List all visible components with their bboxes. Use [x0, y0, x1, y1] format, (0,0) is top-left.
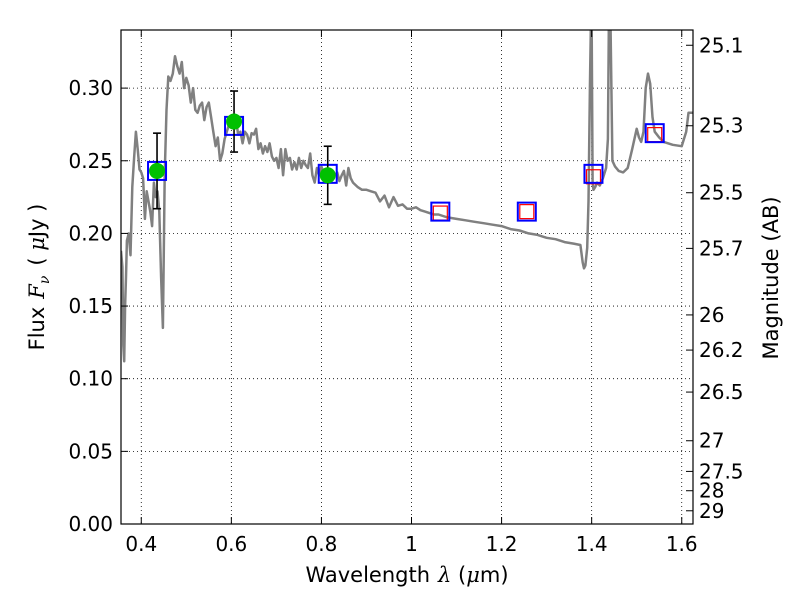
mag-tick-label: 27.5 — [699, 459, 744, 483]
model-flux-marker — [644, 123, 665, 144]
x-tick-label: 1.6 — [666, 532, 698, 556]
y-tick-label: 0.20 — [68, 221, 113, 245]
mag-tick-label: 28 — [699, 479, 724, 503]
model-flux-marker — [516, 201, 537, 222]
mag-tick-label: 29 — [699, 499, 724, 523]
observed-point — [226, 113, 243, 130]
x-tick-label: 0.4 — [125, 532, 157, 556]
y-tick-label: 0.05 — [68, 439, 113, 463]
x-tick-label: 1.4 — [576, 532, 608, 556]
y-tick-label: 0.30 — [68, 76, 113, 100]
model-flux-marker — [583, 163, 604, 184]
y2-axis-label: Magnitude (AB) — [759, 196, 783, 359]
sed-line — [121, 30, 693, 363]
axis-ticks: 0.4 0.6 0.8 1 1.2 1.4 1.6 0.00 0.05 0.10 0.15 0.20 0… — [68, 30, 744, 556]
plot-area — [121, 30, 693, 363]
upper-limit-marker — [519, 204, 535, 220]
markers — [147, 90, 665, 222]
y-tick-label: 0.10 — [68, 367, 113, 391]
mag-tick-label: 25.1 — [699, 33, 744, 57]
x-tick-label: 1 — [405, 532, 418, 556]
x-tick-label: 0.6 — [215, 532, 247, 556]
mag-tick-label: 25.5 — [699, 181, 744, 205]
mag-tick-label: 25.3 — [699, 114, 744, 138]
y-tick-label: 0.25 — [68, 149, 113, 173]
plot-frame — [120, 29, 694, 525]
mag-tick-label: 25.7 — [699, 236, 744, 260]
y-axis-label: FluxFν( μJy ) — [25, 204, 53, 351]
observed-point — [149, 162, 166, 179]
mag-tick-label: 26.2 — [699, 338, 744, 362]
observed-point — [319, 167, 336, 184]
mag-tick-label: 26.5 — [699, 380, 744, 404]
model-flux-marker — [430, 201, 451, 222]
mag-tick-label: 27 — [699, 429, 724, 453]
y-tick-label: 0.15 — [68, 294, 113, 318]
x-tick-label: 0.8 — [306, 532, 338, 556]
x-axis-label: Wavelength λ (μm) — [305, 563, 508, 587]
y-tick-label: 0.00 — [68, 512, 113, 536]
mag-tick-label: 26 — [699, 303, 724, 327]
x-tick-label: 1.2 — [486, 532, 518, 556]
